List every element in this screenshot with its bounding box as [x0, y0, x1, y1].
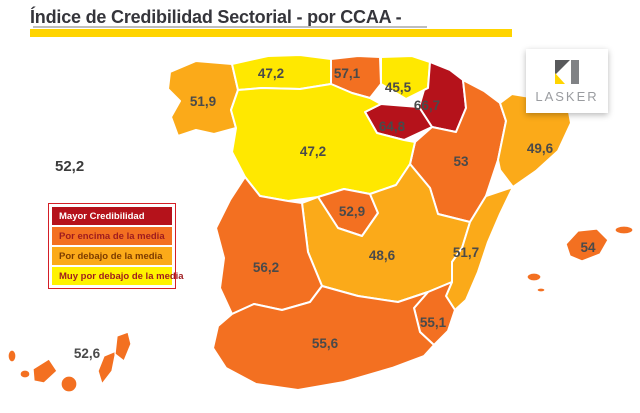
logo-gray-bar — [571, 59, 579, 84]
page-title: Índice de Credibilidad Sectorial - por C… — [30, 7, 402, 27]
legend-item-por-debajo: Por debajo de la media — [52, 247, 172, 265]
island-el-hierro — [19, 369, 31, 379]
region-value-label: 45,5 — [385, 80, 412, 95]
region-value-label: 64,8 — [379, 119, 406, 134]
island-formentera — [536, 287, 546, 293]
region-value-label: 49,6 — [527, 141, 554, 156]
region-value-label: 52,9 — [339, 204, 365, 219]
title-underline-bar — [30, 29, 512, 37]
region-value-label: 51,7 — [453, 245, 479, 260]
region-andalucia — [212, 285, 435, 391]
region-value-label: 54 — [580, 240, 596, 255]
lasker-logo-icon — [555, 59, 579, 84]
region-value-label: 56,2 — [253, 260, 279, 275]
region-value-label: 47,2 — [258, 66, 284, 81]
legend-item-label: Por encima de la media — [59, 230, 165, 242]
lasker-logo-card: LASKER — [526, 49, 608, 113]
legend-item-label: Muy por debajo de la media — [59, 270, 184, 282]
region-value-label: 66,7 — [414, 98, 440, 113]
region-value-label: 51,9 — [190, 94, 216, 109]
region-value-label: 57,1 — [334, 66, 361, 81]
island-tenerife — [32, 358, 58, 384]
region-value-label: 53 — [453, 154, 469, 169]
island-gran-canaria — [60, 375, 78, 393]
island-fuerteventura — [97, 350, 117, 385]
region-value-label: 55,6 — [312, 336, 339, 351]
region-value-label: 55,1 — [420, 315, 447, 330]
legend-item-muy-por-debajo: Muy por debajo de la media — [52, 267, 184, 285]
average-value: 52,2 — [55, 158, 85, 175]
logo-dark-triangle — [555, 59, 570, 75]
island-la-palma — [7, 349, 17, 363]
region-value-label: 52,6 — [74, 346, 101, 361]
lasker-logo-text: LASKER — [535, 88, 599, 104]
island-menorca — [614, 225, 634, 235]
island-lanzarote — [114, 331, 132, 362]
island-mallorca — [565, 228, 609, 262]
legend-item-label: Mayor Credibilidad — [59, 210, 145, 222]
credibility-legend: Mayor Credibilidad Por encima de la medi… — [48, 203, 184, 289]
region-castilla-y-leon — [230, 83, 416, 202]
legend-item-mayor-credibilidad: Mayor Credibilidad — [52, 207, 172, 225]
logo-yellow-triangle — [555, 72, 565, 84]
title-shadow-line — [33, 26, 427, 28]
region-cataluna — [497, 93, 572, 188]
island-ibiza — [526, 272, 542, 282]
legend-item-por-encima: Por encima de la media — [52, 227, 172, 245]
region-value-label: 47,2 — [300, 144, 326, 159]
region-canarias — [7, 331, 132, 393]
legend-item-label: Por debajo de la media — [59, 250, 163, 262]
region-value-label: 48,6 — [369, 248, 396, 263]
region-islas-baleares — [526, 225, 634, 293]
